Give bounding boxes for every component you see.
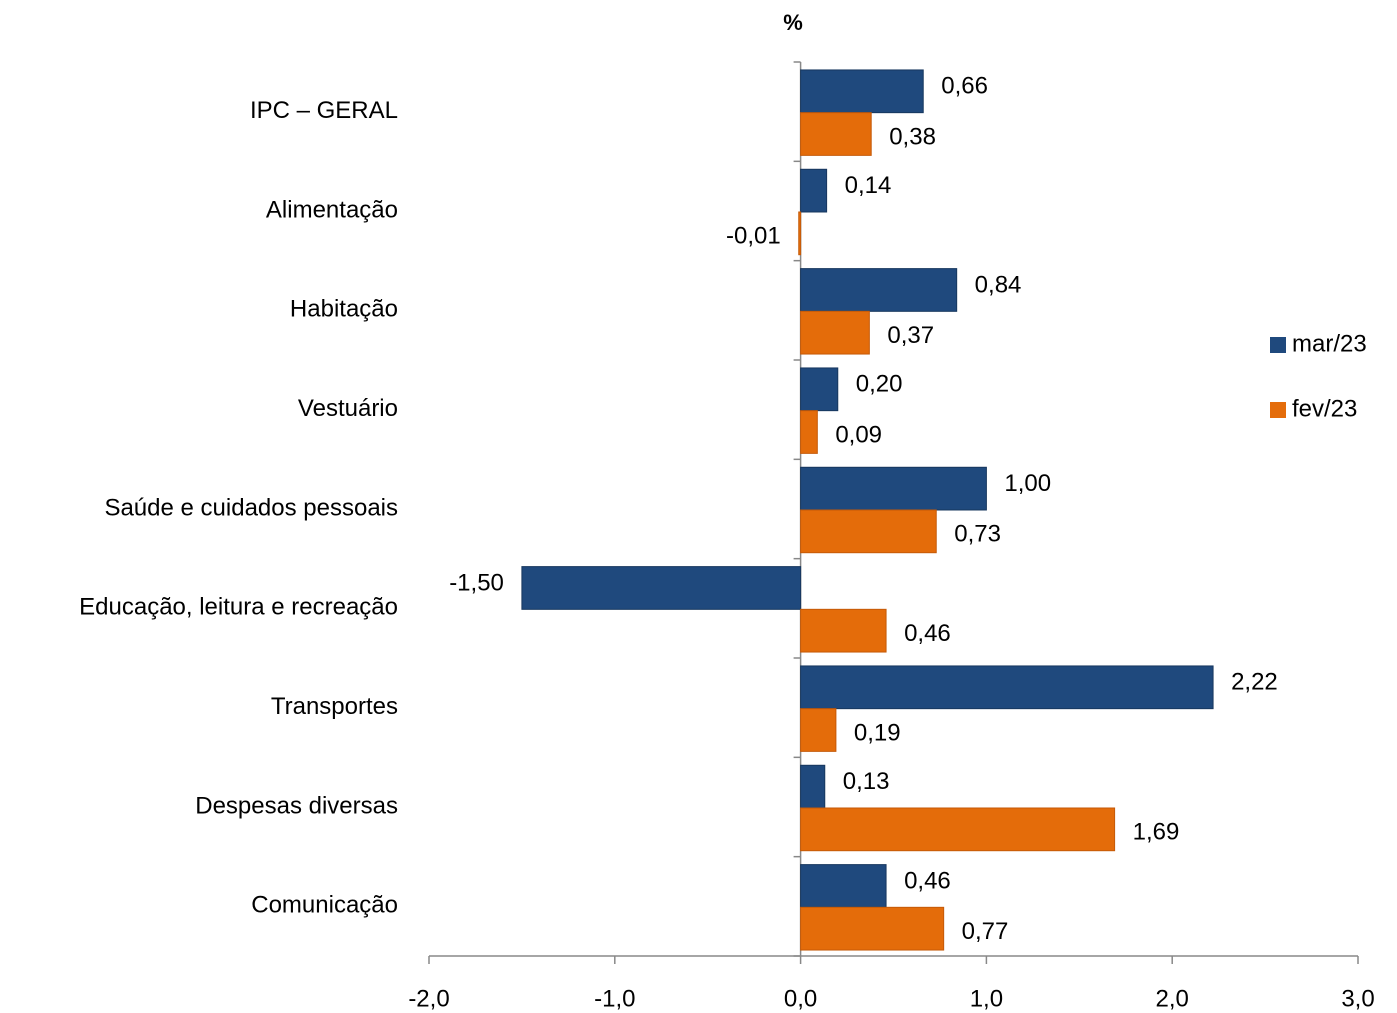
value-label: 0,38 (889, 123, 936, 150)
value-label: 0,14 (845, 172, 892, 199)
legend-label: mar/23 (1292, 330, 1367, 357)
value-label: 0,46 (904, 867, 951, 894)
bar (800, 410, 818, 454)
value-label: 0,73 (954, 521, 1001, 548)
value-label: 0,84 (975, 271, 1022, 298)
legend-label: fev/23 (1292, 395, 1357, 422)
bar (800, 807, 1116, 852)
value-label: 0,19 (854, 719, 901, 746)
value-label: 0,46 (904, 620, 951, 647)
value-label: 0,66 (941, 73, 988, 100)
legend-swatch (1270, 337, 1286, 353)
bar (800, 608, 887, 653)
value-label: -1,50 (449, 569, 504, 596)
bar (800, 69, 924, 114)
x-tick-label: -2,0 (408, 985, 449, 1012)
y-tick-label: Saúde e cuidados pessoais (104, 494, 398, 521)
value-label: 0,77 (962, 918, 1009, 945)
bar (800, 367, 839, 412)
x-tick-label: -1,0 (594, 985, 635, 1012)
x-tick-label: 0,0 (784, 985, 817, 1012)
value-label: 0,13 (843, 768, 890, 795)
bar (521, 566, 802, 610)
bar (800, 112, 872, 156)
x-tick-label: 2,0 (1156, 985, 1189, 1012)
legend-swatch (1270, 402, 1286, 418)
y-tick-label: Vestuário (298, 395, 398, 422)
bar (800, 764, 826, 809)
bar (800, 708, 837, 752)
bar (800, 310, 870, 355)
bar (800, 268, 958, 312)
bar (800, 466, 987, 511)
y-tick-label: IPC – GERAL (250, 97, 398, 124)
y-tick-label: Habitação (290, 296, 398, 323)
bar (800, 509, 937, 554)
value-label: 2,22 (1231, 669, 1278, 696)
x-tick-label: 1,0 (970, 985, 1003, 1012)
y-tick-label: Alimentação (266, 196, 398, 223)
bar (800, 906, 945, 951)
x-tick-label: 3,0 (1341, 985, 1374, 1012)
y-tick-label: Despesas diversas (195, 792, 398, 819)
value-label: -0,01 (726, 223, 781, 250)
y-tick-label: Transportes (271, 693, 398, 720)
y-tick-label: Educação, leitura e recreação (79, 594, 398, 621)
bar (800, 864, 887, 908)
bar (800, 168, 828, 213)
bar (800, 665, 1214, 710)
value-label: 0,09 (835, 421, 882, 448)
value-label: 1,00 (1004, 470, 1051, 497)
bar (798, 211, 802, 256)
value-label: 1,69 (1133, 819, 1180, 846)
y-tick-label: Comunicação (251, 892, 398, 919)
value-label: 0,37 (887, 322, 934, 349)
chart-title: % (783, 10, 803, 35)
value-label: 0,20 (856, 371, 903, 398)
